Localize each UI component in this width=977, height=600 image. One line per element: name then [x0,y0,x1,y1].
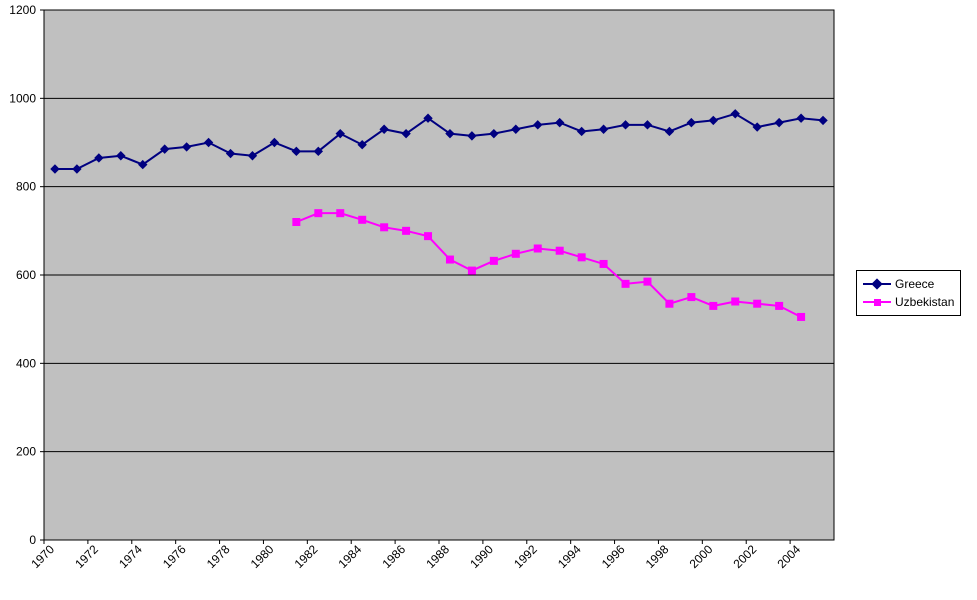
svg-text:200: 200 [16,445,36,459]
line-chart: 0200400600800100012001970197219741976197… [0,0,977,600]
svg-text:800: 800 [16,180,36,194]
svg-text:0: 0 [29,533,36,547]
svg-text:1000: 1000 [9,91,36,105]
legend-item: Greece [863,275,954,293]
svg-text:600: 600 [16,268,36,282]
legend-swatch [863,277,891,291]
legend-item: Uzbekistan [863,293,954,311]
legend-swatch [863,295,891,309]
chart-container: 0200400600800100012001970197219741976197… [0,0,977,600]
svg-text:1200: 1200 [9,3,36,17]
legend-label: Uzbekistan [895,295,954,309]
legend-label: Greece [895,277,934,291]
svg-text:400: 400 [16,356,36,370]
legend: Greece Uzbekistan [856,270,961,316]
